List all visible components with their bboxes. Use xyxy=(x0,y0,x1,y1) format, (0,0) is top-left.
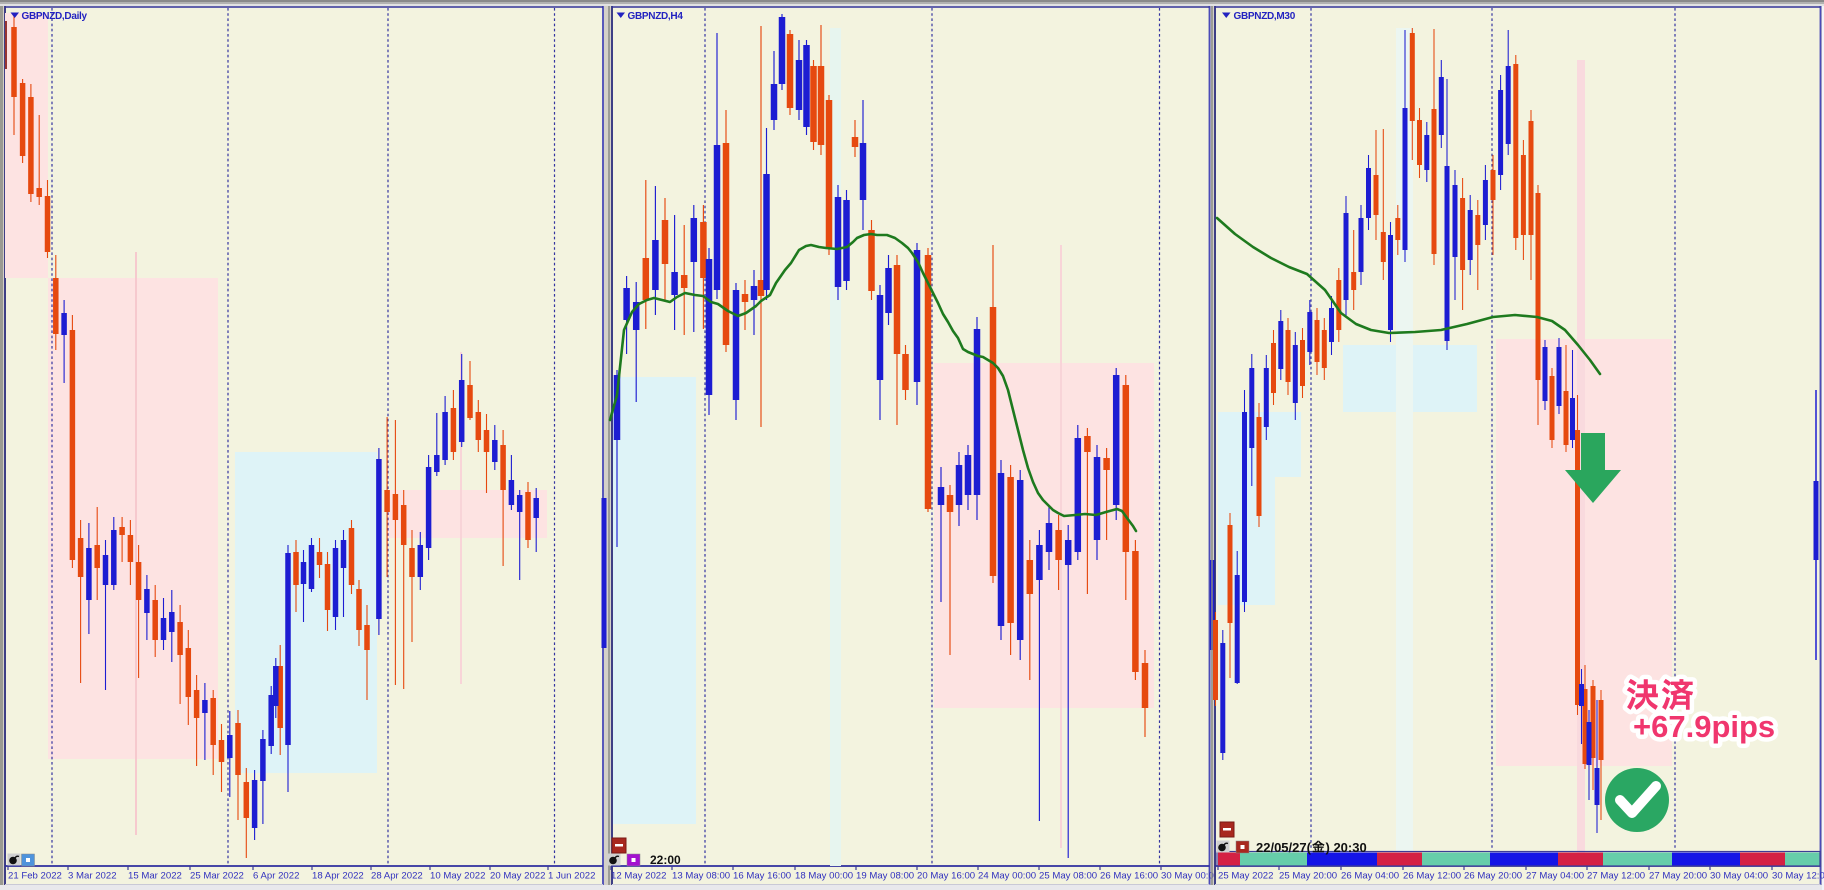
svg-text:+67.9pips: +67.9pips xyxy=(1633,709,1775,744)
svg-text:30 May 12:0: 30 May 12:0 xyxy=(1772,871,1824,882)
svg-text:21 Feb 2022: 21 Feb 2022 xyxy=(8,871,62,882)
svg-text:18 May 00:00: 18 May 00:00 xyxy=(795,871,853,882)
svg-text:27 May 20:00: 27 May 20:00 xyxy=(1649,871,1707,882)
svg-text:25 Mar 2022: 25 Mar 2022 xyxy=(190,871,244,882)
svg-text:12 May 2022: 12 May 2022 xyxy=(611,871,666,882)
svg-text:18 Apr 2022: 18 Apr 2022 xyxy=(312,871,364,882)
svg-text:) 20:30: ) 20:30 xyxy=(1326,840,1367,855)
svg-text:1 Jun 2022: 1 Jun 2022 xyxy=(548,871,595,882)
svg-text:13 May 08:00: 13 May 08:00 xyxy=(672,871,730,882)
svg-text:22:00: 22:00 xyxy=(650,853,681,867)
svg-text:30 May 00:0: 30 May 00:0 xyxy=(1161,871,1214,882)
svg-text:3 Mar 2022: 3 Mar 2022 xyxy=(68,871,117,882)
svg-text:25 May 08:00: 25 May 08:00 xyxy=(1039,871,1097,882)
svg-text:26 May 04:00: 26 May 04:00 xyxy=(1341,871,1399,882)
svg-text:22/05/27(: 22/05/27( xyxy=(1256,840,1312,855)
svg-text:26 May 20:00: 26 May 20:00 xyxy=(1464,871,1522,882)
svg-text:20 May 16:00: 20 May 16:00 xyxy=(917,871,975,882)
svg-text:GBPNZD,M30: GBPNZD,M30 xyxy=(1234,11,1296,22)
svg-text:20 May 2022: 20 May 2022 xyxy=(490,871,545,882)
svg-text:26 May 12:00: 26 May 12:00 xyxy=(1403,871,1461,882)
svg-text:27 May 04:00: 27 May 04:00 xyxy=(1526,871,1584,882)
svg-text:16 May 16:00: 16 May 16:00 xyxy=(733,871,791,882)
svg-text:25 May 20:00: 25 May 20:00 xyxy=(1279,871,1337,882)
svg-text:GBPNZD,Daily: GBPNZD,Daily xyxy=(22,11,88,22)
svg-text:26 May 16:00: 26 May 16:00 xyxy=(1100,871,1158,882)
svg-text:10 May 2022: 10 May 2022 xyxy=(430,871,485,882)
svg-text:28 Apr 2022: 28 Apr 2022 xyxy=(371,871,423,882)
svg-text:25 May 2022: 25 May 2022 xyxy=(1218,871,1273,882)
svg-text:27 May 12:00: 27 May 12:00 xyxy=(1587,871,1645,882)
svg-text:24 May 00:00: 24 May 00:00 xyxy=(978,871,1036,882)
svg-text:19 May 08:00: 19 May 08:00 xyxy=(856,871,914,882)
svg-text:30 May 04:00: 30 May 04:00 xyxy=(1710,871,1768,882)
svg-text:GBPNZD,H4: GBPNZD,H4 xyxy=(628,11,684,22)
svg-text:6 Apr 2022: 6 Apr 2022 xyxy=(253,871,299,882)
svg-text:15 Mar 2022: 15 Mar 2022 xyxy=(128,871,182,882)
